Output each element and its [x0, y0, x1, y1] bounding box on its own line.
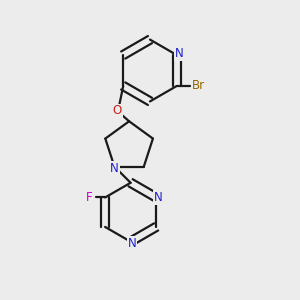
- Text: F: F: [85, 191, 92, 204]
- Text: N: N: [110, 162, 119, 176]
- Text: O: O: [113, 104, 122, 118]
- Text: N: N: [175, 47, 184, 60]
- Text: N: N: [128, 237, 136, 250]
- Text: Br: Br: [192, 80, 206, 92]
- Text: N: N: [154, 191, 163, 204]
